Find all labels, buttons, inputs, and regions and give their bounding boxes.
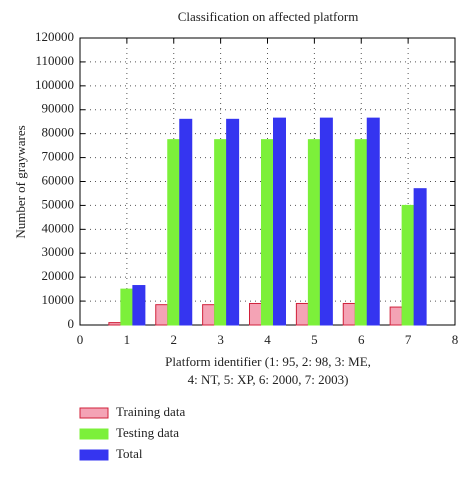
bar bbox=[249, 302, 262, 326]
legend-label: Testing data bbox=[116, 425, 179, 440]
x-tick-label: 3 bbox=[217, 332, 224, 347]
legend-swatch bbox=[79, 428, 109, 440]
bar bbox=[108, 322, 122, 326]
x-axis-title: 4: NT, 5: XP, 6: 2000, 7: 2003) bbox=[188, 372, 349, 387]
bar bbox=[226, 118, 240, 326]
x-tick-label: 0 bbox=[77, 332, 84, 347]
x-tick-label: 1 bbox=[124, 332, 131, 347]
bar bbox=[389, 306, 403, 326]
bar bbox=[366, 117, 380, 326]
bar bbox=[401, 204, 415, 326]
y-tick-label: 0 bbox=[68, 316, 75, 331]
x-axis-title: Platform identifier (1: 95, 2: 98, 3: ME… bbox=[165, 354, 371, 369]
y-tick-label: 60000 bbox=[42, 172, 75, 187]
x-tick-label: 6 bbox=[358, 332, 365, 347]
y-tick-label: 10000 bbox=[42, 292, 75, 307]
y-tick-label: 100000 bbox=[35, 77, 74, 92]
y-tick-label: 70000 bbox=[42, 149, 75, 164]
bar bbox=[132, 285, 146, 326]
x-tick-label: 7 bbox=[405, 332, 412, 347]
bar bbox=[342, 302, 356, 326]
bar bbox=[261, 139, 274, 326]
bar bbox=[319, 117, 333, 326]
legend-swatch bbox=[79, 449, 109, 461]
bar bbox=[307, 139, 321, 326]
bar bbox=[295, 302, 309, 326]
bar bbox=[202, 304, 216, 326]
y-tick-label: 120000 bbox=[35, 29, 74, 44]
bar bbox=[120, 288, 134, 326]
chart-title: Classification on affected platform bbox=[178, 9, 359, 24]
y-tick-label: 20000 bbox=[42, 268, 75, 283]
x-tick-label: 5 bbox=[311, 332, 318, 347]
bar bbox=[413, 188, 427, 326]
y-tick-label: 80000 bbox=[42, 125, 75, 140]
bar bbox=[167, 139, 181, 326]
y-tick-label: 110000 bbox=[35, 53, 74, 68]
bar bbox=[155, 304, 169, 326]
legend-swatch bbox=[79, 407, 109, 419]
bar bbox=[354, 139, 368, 326]
legend-label: Training data bbox=[116, 404, 185, 419]
bar bbox=[214, 139, 228, 326]
x-tick-label: 8 bbox=[452, 332, 459, 347]
y-axis-title: Number of graywares bbox=[13, 125, 28, 238]
y-tick-label: 30000 bbox=[42, 244, 75, 259]
y-tick-label: 90000 bbox=[42, 101, 75, 116]
x-tick-label: 2 bbox=[171, 332, 178, 347]
y-tick-label: 50000 bbox=[42, 196, 75, 211]
x-tick-label: 4 bbox=[264, 332, 271, 347]
legend-label: Total bbox=[116, 446, 143, 461]
y-tick-label: 40000 bbox=[42, 220, 75, 235]
bar bbox=[179, 118, 193, 326]
bar bbox=[273, 117, 286, 326]
